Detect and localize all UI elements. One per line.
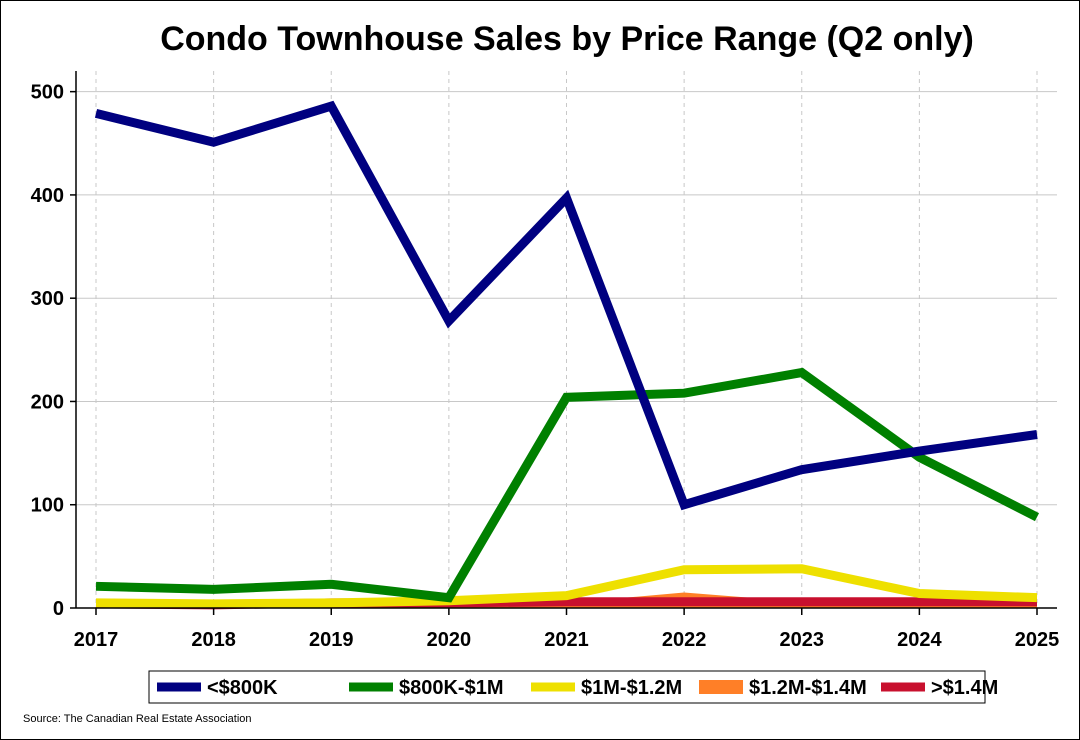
series-2-line (95, 564, 1038, 609)
x-tick-label: 2020 (427, 629, 472, 651)
legend-label: $1.2M-$1.4M (749, 677, 867, 699)
legend-label: $800K-$1M (399, 677, 504, 699)
x-tick-label: 2024 (897, 629, 942, 651)
y-tick-label: 500 (31, 82, 64, 104)
series-1-line (95, 367, 1040, 603)
legend-label: $1M-$1.2M (581, 677, 682, 699)
legend-label: >$1.4M (931, 677, 998, 699)
legend-swatch (699, 680, 743, 694)
grid-lines (76, 71, 1057, 608)
x-tick-label: 2017 (74, 629, 119, 651)
y-tick-label: 300 (31, 288, 64, 310)
legend-label: <$800K (207, 677, 278, 699)
x-tick-label: 2021 (544, 629, 589, 651)
chart-title: Condo Townhouse Sales by Price Range (Q2… (160, 20, 974, 58)
x-tick-label: 2018 (191, 629, 236, 651)
series-0-line (94, 100, 1038, 511)
y-tick-label: 100 (31, 495, 64, 517)
x-tick-label: 2023 (780, 629, 825, 651)
x-tick-label: 2022 (662, 629, 707, 651)
source-note: Source: The Canadian Real Estate Associa… (23, 713, 252, 725)
y-tick-label: 200 (31, 391, 64, 413)
y-tick-label: 0 (53, 598, 64, 620)
axes: 0 100 200 300 400 500 2017 2018 2019 2020 2021 2022… (31, 71, 1060, 651)
y-tick-label: 400 (31, 185, 64, 207)
x-tick-label: 2019 (309, 629, 354, 651)
series-lines (94, 100, 1040, 610)
legend: <$800K $800K-$1M $1M-$1.2M $1.2M-$1.4M >$1.4… (148, 670, 998, 704)
x-tick-label: 2025 (1015, 629, 1060, 651)
